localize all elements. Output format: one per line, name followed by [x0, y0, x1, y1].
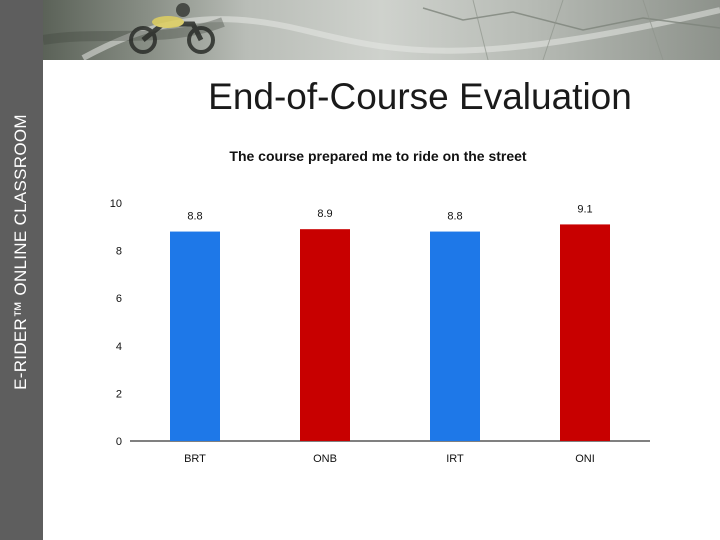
bar-value-label: 8.8 [187, 211, 202, 223]
slide-title: End-of-Course Evaluation [208, 76, 632, 117]
y-tick-label: 2 [116, 388, 122, 400]
y-tick-label: 8 [116, 246, 122, 258]
header-banner [43, 0, 720, 60]
motorcycle-icon [129, 3, 215, 54]
x-tick-label: ONB [313, 453, 337, 465]
bar-value-label: 9.1 [577, 203, 592, 215]
sidebar-strip: E-RIDER™ ONLINE CLASSROOM [0, 0, 43, 540]
x-tick-label: ONI [575, 453, 595, 465]
bar [300, 229, 350, 441]
x-tick-label: BRT [184, 453, 206, 465]
chart-title: The course prepared me to ride on the st… [229, 148, 527, 164]
bar [430, 231, 480, 441]
y-tick-label: 10 [110, 198, 122, 210]
bar [170, 231, 220, 441]
bar-value-label: 8.8 [447, 211, 462, 223]
bar [560, 224, 610, 441]
bar-value-label: 8.9 [317, 208, 332, 220]
banner-artwork [43, 0, 720, 60]
y-tick-label: 0 [116, 436, 122, 448]
y-tick-label: 6 [116, 293, 122, 305]
y-tick-label: 4 [116, 341, 122, 353]
x-tick-label: IRT [446, 453, 464, 465]
